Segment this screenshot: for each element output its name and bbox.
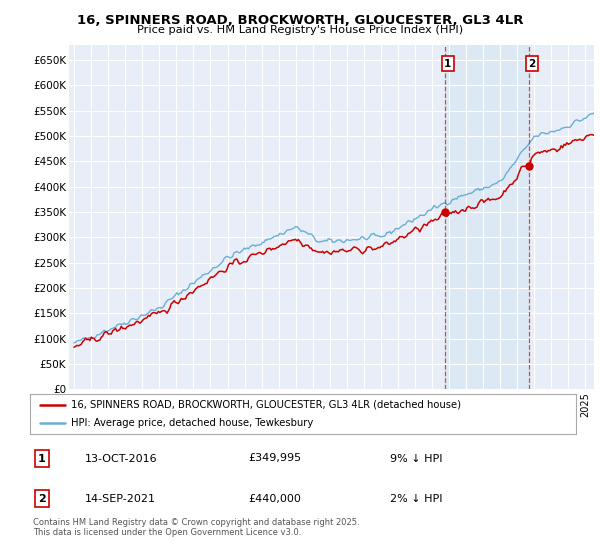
- Text: Contains HM Land Registry data © Crown copyright and database right 2025.
This d: Contains HM Land Registry data © Crown c…: [33, 518, 359, 538]
- Text: 13-OCT-2016: 13-OCT-2016: [85, 454, 157, 464]
- Text: 2: 2: [38, 493, 46, 503]
- Text: 14-SEP-2021: 14-SEP-2021: [85, 493, 155, 503]
- Text: 2% ↓ HPI: 2% ↓ HPI: [391, 493, 443, 503]
- Text: £440,000: £440,000: [248, 493, 301, 503]
- Text: 16, SPINNERS ROAD, BROCKWORTH, GLOUCESTER, GL3 4LR: 16, SPINNERS ROAD, BROCKWORTH, GLOUCESTE…: [77, 14, 523, 27]
- Text: 9% ↓ HPI: 9% ↓ HPI: [391, 454, 443, 464]
- Text: 1: 1: [444, 59, 452, 69]
- Text: Price paid vs. HM Land Registry's House Price Index (HPI): Price paid vs. HM Land Registry's House …: [137, 25, 463, 35]
- Text: 1: 1: [38, 454, 46, 464]
- Text: HPI: Average price, detached house, Tewkesbury: HPI: Average price, detached house, Tewk…: [71, 418, 313, 428]
- Text: £349,995: £349,995: [248, 454, 302, 464]
- Text: 2: 2: [529, 59, 536, 69]
- Text: 16, SPINNERS ROAD, BROCKWORTH, GLOUCESTER, GL3 4LR (detached house): 16, SPINNERS ROAD, BROCKWORTH, GLOUCESTE…: [71, 400, 461, 409]
- Bar: [445, 45, 529, 389]
